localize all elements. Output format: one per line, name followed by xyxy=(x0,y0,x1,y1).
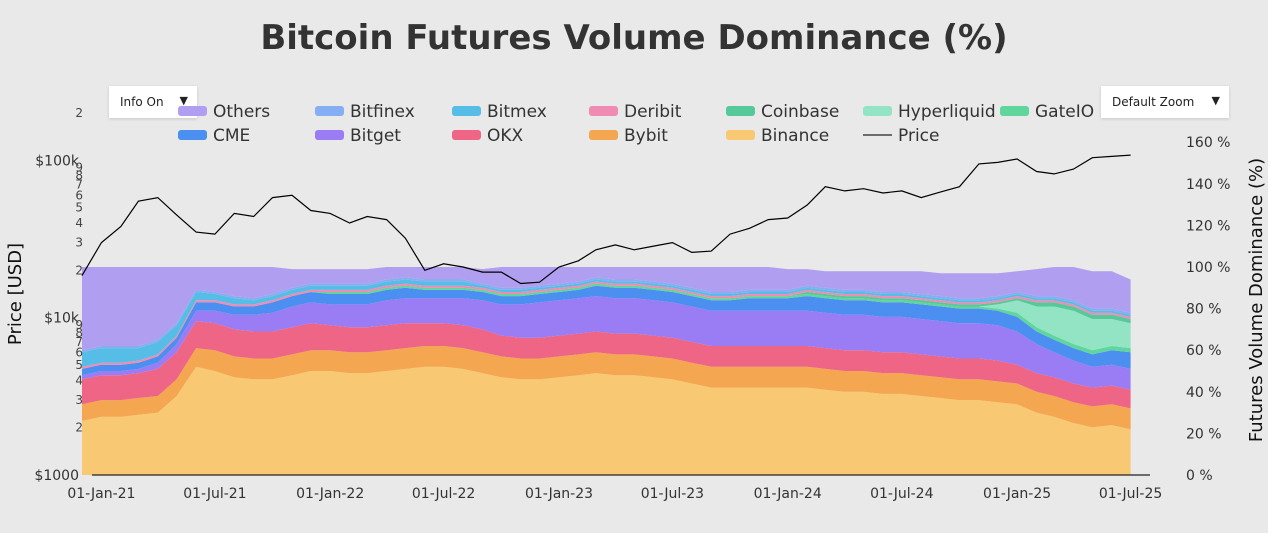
y-left-minor-tick: 3 xyxy=(75,236,83,250)
y-right-tick: 60 % xyxy=(1186,343,1222,359)
x-tick-label: 01-Jan-25 xyxy=(983,486,1051,502)
legend-label-bitmex: Bitmex xyxy=(487,102,547,122)
y-right-tick: 40 % xyxy=(1186,385,1222,401)
legend-swatch-bitfinex xyxy=(315,106,344,116)
legend-swatch-hyperliquid xyxy=(863,106,892,116)
y-left-major-tick: $1000 xyxy=(34,468,79,484)
axes: 01-Jan-21 01-Jul-21 01-Jan-22 01-Jul-22 01-J… xyxy=(5,106,1267,502)
y-left-minor-tick: 4 xyxy=(75,373,83,387)
x-tick-label: 01-Jan-21 xyxy=(67,486,135,502)
legend-label-coinbase: Coinbase xyxy=(761,102,839,122)
area-cme xyxy=(82,285,1131,376)
y-right-tick: 140 % xyxy=(1186,177,1230,193)
y-left-minor-tick: 2 xyxy=(75,263,83,277)
price-line xyxy=(81,154,1131,285)
y-left-minor-tick: 7 xyxy=(75,178,83,192)
y-left-minor-tick: 7 xyxy=(75,335,83,349)
legend-swatch-bitmex xyxy=(452,106,481,116)
legend: Others Bitfinex Bitmex Deribit Coinbase Hyper… xyxy=(178,102,1094,146)
y-left-minor-tick: 2 xyxy=(75,421,83,435)
legend-label-bitget: Bitget xyxy=(350,126,401,146)
zoom-select-label: Default Zoom xyxy=(1112,95,1195,109)
legend-label-deribit: Deribit xyxy=(624,102,682,122)
legend-label-others: Others xyxy=(213,102,270,122)
legend-swatch-coinbase xyxy=(726,106,755,116)
x-tick-label: 01-Jul-21 xyxy=(183,486,246,502)
area-binance xyxy=(82,366,1131,475)
legend-swatch-cme xyxy=(178,130,207,140)
x-tick-label: 01-Jul-23 xyxy=(641,486,704,502)
legend-swatch-deribit xyxy=(589,106,618,116)
y-left-major-tick: $10k xyxy=(44,311,80,327)
legend-label-gateio: GateIO xyxy=(1035,102,1094,122)
y-left-minor-tick: 8 xyxy=(75,169,83,183)
y-left-minor-tick: 5 xyxy=(75,201,83,215)
legend-label-price: Price xyxy=(898,126,939,146)
area-okx xyxy=(82,321,1131,409)
legend-swatch-others xyxy=(178,106,207,116)
legend-swatch-gateio xyxy=(1000,106,1029,116)
stacked-areas xyxy=(82,267,1131,475)
y-right-tick: 160 % xyxy=(1186,135,1230,151)
legend-label-bitfinex: Bitfinex xyxy=(350,102,415,122)
x-tick-label: 01-Jul-24 xyxy=(870,486,933,502)
legend-swatch-bitget xyxy=(315,130,344,140)
legend-swatch-okx xyxy=(452,130,481,140)
chevron-down-icon: ▼ xyxy=(179,94,188,107)
y-left-axis-title: Price [USD] xyxy=(5,243,26,345)
x-tick-label: 01-Jan-22 xyxy=(296,486,364,502)
area-others xyxy=(82,267,1131,351)
area-bybit xyxy=(82,346,1131,430)
price-line-group xyxy=(81,154,1131,285)
legend-label-okx: OKX xyxy=(487,126,524,146)
x-tick-label: 01-Jan-23 xyxy=(525,486,593,502)
y-right-axis-title: Futures Volume Dominance (%) xyxy=(1246,158,1267,442)
y-right-tick: 20 % xyxy=(1186,426,1222,442)
y-left-minor-tick: 6 xyxy=(75,346,83,360)
y-left-minor-tick: 8 xyxy=(75,326,83,340)
x-tick-label: 01-Jul-22 xyxy=(412,486,475,502)
legend-swatch-binance xyxy=(726,130,755,140)
y-right-tick: 80 % xyxy=(1186,302,1222,318)
y-left-major-tick: $100k xyxy=(35,153,80,169)
zoom-select[interactable]: Default Zoom ▼ xyxy=(1101,86,1229,118)
y-left-minor-tick: 5 xyxy=(75,358,83,372)
chart-title: Bitcoin Futures Volume Dominance (%) xyxy=(260,18,1008,58)
legend-swatch-bybit xyxy=(589,130,618,140)
y-left-minor-tick: 9 xyxy=(75,318,83,332)
y-right-tick: 100 % xyxy=(1186,260,1230,276)
legend-label-cme: CME xyxy=(213,126,250,146)
info-toggle-label: Info On xyxy=(120,95,164,109)
y-left-minor-tick: 2 xyxy=(75,106,83,120)
x-tick-label: 01-Jan-24 xyxy=(754,486,822,502)
chevron-down-icon: ▼ xyxy=(1211,94,1220,107)
legend-label-bybit: Bybit xyxy=(624,126,668,146)
legend-label-binance: Binance xyxy=(761,126,829,146)
y-left-minor-tick: 6 xyxy=(75,188,83,202)
y-right-tick: 0 % xyxy=(1186,468,1213,484)
x-tick-label: 01-Jul-25 xyxy=(1099,486,1162,502)
y-left-minor-tick: 3 xyxy=(75,393,83,407)
y-right-tick: 120 % xyxy=(1186,218,1230,234)
y-left-minor-tick: 4 xyxy=(75,216,83,230)
area-bitget xyxy=(82,296,1131,390)
y-left-minor-tick: 9 xyxy=(75,161,83,175)
legend-label-hyperliquid: Hyperliquid xyxy=(898,102,996,122)
